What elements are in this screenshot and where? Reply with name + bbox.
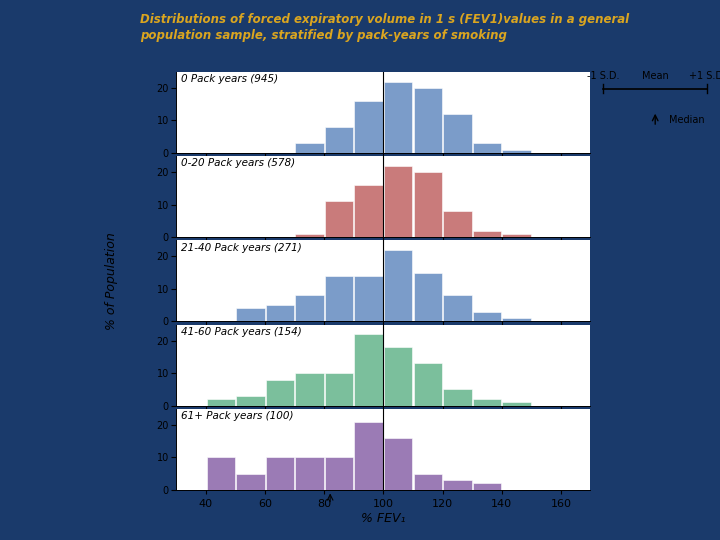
Bar <box>503 234 531 237</box>
Bar <box>295 373 324 406</box>
Text: Mean: Mean <box>642 71 669 82</box>
Bar <box>473 483 501 490</box>
Bar <box>413 474 442 490</box>
Bar <box>443 211 472 237</box>
Bar <box>384 82 413 153</box>
Bar <box>325 457 354 490</box>
Bar <box>325 276 354 321</box>
Bar <box>325 373 354 406</box>
Text: % of Population: % of Population <box>105 232 118 330</box>
Bar <box>413 172 442 237</box>
Bar <box>384 250 413 321</box>
Bar <box>473 143 501 153</box>
Bar <box>413 363 442 406</box>
Text: +1 S.D.: +1 S.D. <box>688 71 720 82</box>
Bar <box>236 474 264 490</box>
Text: Distributions of forced expiratory volume in 1 s (FEV1)values in a general
popul: Distributions of forced expiratory volum… <box>140 14 629 42</box>
Text: -1 S.D.: -1 S.D. <box>587 71 620 82</box>
Bar <box>443 389 472 406</box>
Bar <box>503 150 531 153</box>
Bar <box>295 457 324 490</box>
Bar <box>384 438 413 490</box>
Bar <box>413 273 442 321</box>
Bar <box>354 276 383 321</box>
Bar <box>473 399 501 406</box>
Bar <box>413 88 442 153</box>
Bar <box>443 114 472 153</box>
Text: 21-40 Pack years (271): 21-40 Pack years (271) <box>181 242 301 253</box>
Bar <box>207 457 235 490</box>
Bar <box>236 396 264 406</box>
Bar <box>443 480 472 490</box>
Bar <box>354 422 383 490</box>
Bar <box>473 231 501 237</box>
Bar <box>354 185 383 237</box>
Bar <box>325 201 354 237</box>
Bar <box>503 402 531 406</box>
Bar <box>443 295 472 321</box>
Bar <box>295 143 324 153</box>
Bar <box>295 234 324 237</box>
Bar <box>384 166 413 237</box>
Bar <box>384 347 413 406</box>
Bar <box>207 399 235 406</box>
Text: Median: Median <box>669 114 705 125</box>
Text: 0-20 Pack years (578): 0-20 Pack years (578) <box>181 159 294 168</box>
Text: 0 Pack years (945): 0 Pack years (945) <box>181 74 278 84</box>
Bar <box>266 305 294 321</box>
Bar <box>325 127 354 153</box>
Bar <box>354 334 383 406</box>
Bar <box>266 457 294 490</box>
Bar <box>236 308 264 321</box>
Bar <box>473 312 501 321</box>
Bar <box>503 318 531 321</box>
Text: 41-60 Pack years (154): 41-60 Pack years (154) <box>181 327 301 337</box>
Bar <box>295 295 324 321</box>
Bar <box>266 380 294 406</box>
Bar <box>354 101 383 153</box>
Text: 61+ Pack years (100): 61+ Pack years (100) <box>181 411 293 421</box>
Text: % FEV₁: % FEV₁ <box>361 512 405 525</box>
